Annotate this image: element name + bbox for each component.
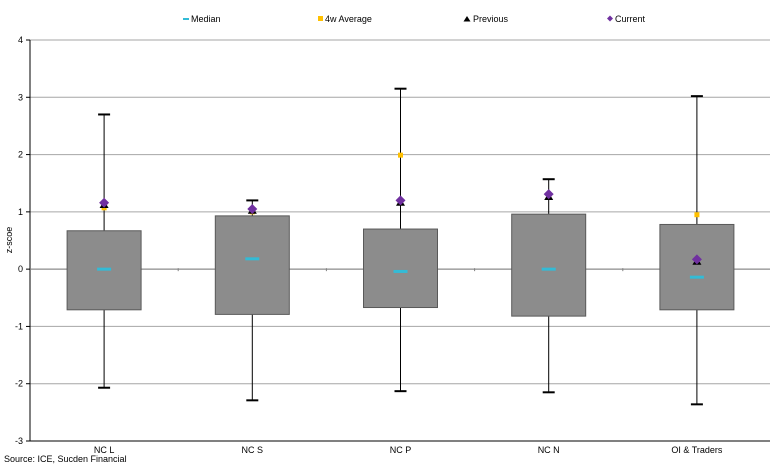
box-iqr bbox=[511, 213, 587, 317]
legend-item-4w-average: 4w Average bbox=[318, 14, 372, 24]
x-tick-label: OI & Traders bbox=[671, 445, 723, 455]
plot-area: -3 -2 -1 0 1 2 3 4 NC L NC S NC P NC N OI & Traders bbox=[15, 35, 770, 455]
y-tick-label: -2 bbox=[15, 379, 23, 389]
x-tick-label: NC S bbox=[242, 445, 264, 455]
y-tick-label: 1 bbox=[18, 207, 23, 217]
legend-current-label: Current bbox=[615, 14, 646, 24]
source-note: Source: ICE, Sucden Financial bbox=[4, 454, 127, 464]
y-tick-label: 3 bbox=[18, 92, 23, 102]
current-marker bbox=[543, 189, 554, 200]
legend: Median 4w Average Previous Current bbox=[183, 14, 646, 24]
x-tick-label: NC N bbox=[538, 445, 560, 455]
current-marker bbox=[99, 197, 110, 208]
legend-item-median: Median bbox=[183, 14, 221, 24]
legend-4w-average-label: 4w Average bbox=[325, 14, 372, 24]
current-marker bbox=[247, 203, 258, 214]
y-tick-label: 4 bbox=[18, 35, 23, 45]
avg4w-marker bbox=[398, 152, 403, 158]
box-iqr bbox=[363, 228, 438, 309]
legend-current-marker bbox=[607, 15, 613, 22]
legend-previous-label: Previous bbox=[473, 14, 509, 24]
box-iqr bbox=[659, 223, 735, 311]
legend-item-current: Current bbox=[607, 14, 646, 24]
legend-median-marker bbox=[183, 18, 189, 20]
legend-previous-marker bbox=[463, 16, 471, 22]
current-marker bbox=[395, 195, 406, 206]
x-tick-label: NC L bbox=[94, 445, 115, 455]
box-iqr bbox=[214, 215, 290, 315]
legend-median-label: Median bbox=[191, 14, 221, 24]
y-tick-label: -3 bbox=[15, 436, 23, 446]
y-tick-label: 2 bbox=[18, 150, 23, 160]
x-tick-label: NC P bbox=[390, 445, 412, 455]
y-tick-label: 0 bbox=[18, 264, 23, 274]
y-tick-label: -1 bbox=[15, 321, 23, 331]
legend-4w-average-marker bbox=[318, 16, 323, 21]
avg4w-marker bbox=[694, 212, 700, 218]
y-axis-label: z-scoe bbox=[4, 227, 14, 254]
legend-item-previous: Previous bbox=[463, 14, 509, 24]
current-marker bbox=[691, 254, 702, 265]
